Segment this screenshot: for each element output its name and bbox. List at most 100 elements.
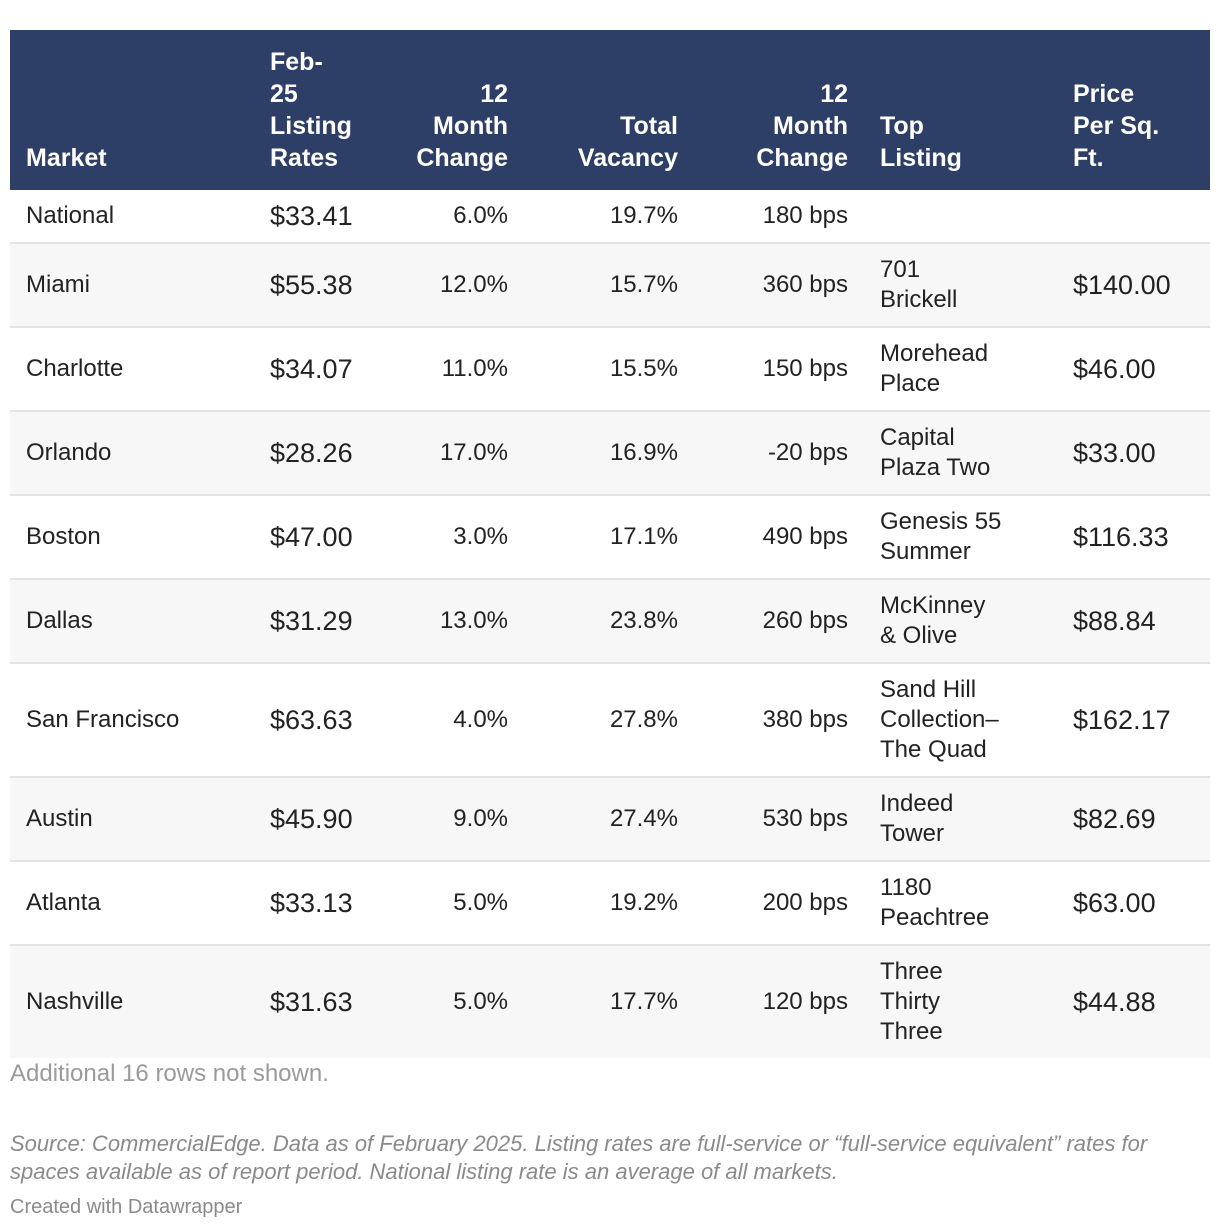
cell-market: Charlotte	[10, 327, 254, 412]
table-row: Orlando $28.26 17.0% 16.9% -20 bps Capital Pla…	[10, 411, 1210, 496]
column-header-line: Total	[620, 112, 678, 140]
cell-listing-rate: $55.38	[254, 243, 394, 328]
cell-top-listing	[864, 190, 1057, 244]
cell-market: Miami	[10, 243, 254, 328]
cell-vacancy-change: 180 bps	[694, 190, 864, 244]
cell-market: Orlando	[10, 411, 254, 496]
cell-price-per-sqft: $162.17	[1057, 663, 1210, 778]
column-header-line: Per Sq.	[1073, 112, 1160, 140]
table-row: National $33.41 6.0% 19.7% 180 bps	[10, 190, 1210, 244]
top-listing-line: & Olive	[880, 622, 958, 649]
column-header-line: Listing	[270, 112, 352, 140]
cell-rate-change: 12.0%	[394, 243, 524, 328]
cell-total-vacancy: 17.7%	[524, 945, 694, 1058]
cell-market: Dallas	[10, 579, 254, 664]
table-row: Nashville $31.63 5.0% 17.7% 120 bps Three Thir…	[10, 945, 1210, 1058]
cell-vacancy-change: 260 bps	[694, 579, 864, 664]
top-listing-line: Peachtree	[880, 904, 990, 931]
column-header-line: Month	[433, 112, 508, 140]
cell-price-per-sqft: $44.88	[1057, 945, 1210, 1058]
top-listing-line: Brickell	[880, 286, 958, 313]
top-listing-line: Collection–	[880, 706, 999, 733]
cell-listing-rate: $33.13	[254, 861, 394, 946]
cell-rate-change: 17.0%	[394, 411, 524, 496]
column-header-rate-change: 12 Month Change	[394, 30, 524, 190]
cell-top-listing: Sand Hill Collection– The Quad	[864, 663, 1057, 778]
column-header-line: Rates	[270, 144, 339, 172]
cell-price-per-sqft: $88.84	[1057, 579, 1210, 664]
top-listing-line: 1180	[880, 874, 932, 901]
cell-rate-change: 11.0%	[394, 327, 524, 412]
cell-top-listing: 1180 Peachtree	[864, 861, 1057, 946]
cell-price-per-sqft: $63.00	[1057, 861, 1210, 946]
table-row: Austin $45.90 9.0% 27.4% 530 bps Indeed Tower $…	[10, 777, 1210, 862]
column-header-line: Vacancy	[577, 144, 678, 172]
top-listing-line: The Quad	[880, 736, 987, 763]
cell-vacancy-change: 490 bps	[694, 495, 864, 580]
top-listing-line: 701	[880, 256, 921, 283]
column-header-line: Month	[773, 112, 848, 140]
cell-market: Boston	[10, 495, 254, 580]
cell-total-vacancy: 17.1%	[524, 495, 694, 580]
cell-total-vacancy: 27.4%	[524, 777, 694, 862]
cell-total-vacancy: 16.9%	[524, 411, 694, 496]
cell-rate-change: 6.0%	[394, 190, 524, 244]
cell-rate-change: 9.0%	[394, 777, 524, 862]
top-listing-line: Thirty	[880, 988, 940, 1015]
cell-vacancy-change: 380 bps	[694, 663, 864, 778]
cell-top-listing: 701 Brickell	[864, 243, 1057, 328]
cell-rate-change: 4.0%	[394, 663, 524, 778]
cell-top-listing: Three Thirty Three	[864, 945, 1057, 1058]
cell-rate-change: 3.0%	[394, 495, 524, 580]
cell-price-per-sqft: $46.00	[1057, 327, 1210, 412]
cell-top-listing: Genesis 55 Summer	[864, 495, 1057, 580]
cell-listing-rate: $28.26	[254, 411, 394, 496]
data-table-container: Market Feb- 25 Listing Rates 12 Month Change Tot…	[10, 30, 1210, 1058]
table-header: Market Feb- 25 Listing Rates 12 Month Change Tot…	[10, 30, 1210, 190]
cell-listing-rate: $31.29	[254, 579, 394, 664]
header-row: Market Feb- 25 Listing Rates 12 Month Change Tot…	[10, 30, 1210, 190]
cell-vacancy-change: -20 bps	[694, 411, 864, 496]
cell-total-vacancy: 15.5%	[524, 327, 694, 412]
cell-rate-change: 13.0%	[394, 579, 524, 664]
top-listing-line: Summer	[880, 538, 971, 565]
top-listing-line: Place	[880, 370, 941, 397]
top-listing-line: Three	[880, 958, 943, 985]
table-row: Miami $55.38 12.0% 15.7% 360 bps 701 Brickell $…	[10, 243, 1210, 328]
cell-rate-change: 5.0%	[394, 861, 524, 946]
cell-vacancy-change: 530 bps	[694, 777, 864, 862]
cell-market: Austin	[10, 777, 254, 862]
column-header-line: Market	[26, 144, 107, 172]
notes-text: Additional 16 rows not shown.	[10, 1060, 329, 1087]
table-row: Dallas $31.29 13.0% 23.8% 260 bps McKinney & O…	[10, 579, 1210, 664]
cell-vacancy-change: 150 bps	[694, 327, 864, 412]
cell-top-listing: Indeed Tower	[864, 777, 1057, 862]
cell-listing-rate: $33.41	[254, 190, 394, 244]
cell-vacancy-change: 360 bps	[694, 243, 864, 328]
top-listing-line: Indeed	[880, 790, 954, 817]
cell-rate-change: 5.0%	[394, 945, 524, 1058]
column-header-line: Price	[1073, 80, 1135, 108]
cell-market: Atlanta	[10, 861, 254, 946]
table-row: Charlotte $34.07 11.0% 15.5% 150 bps Morehead…	[10, 327, 1210, 412]
cell-listing-rate: $31.63	[254, 945, 394, 1058]
column-header-line: Change	[416, 144, 508, 172]
cell-listing-rate: $47.00	[254, 495, 394, 580]
table-body: National $33.41 6.0% 19.7% 180 bps Miami $55.3…	[10, 190, 1210, 1058]
column-header-market: Market	[10, 30, 254, 190]
cell-total-vacancy: 27.8%	[524, 663, 694, 778]
top-listing-line: Sand Hill	[880, 676, 977, 703]
cell-listing-rate: $45.90	[254, 777, 394, 862]
cell-vacancy-change: 200 bps	[694, 861, 864, 946]
column-header-vacancy-change: 12 Month Change	[694, 30, 864, 190]
cell-total-vacancy: 15.7%	[524, 243, 694, 328]
column-header-line: Ft.	[1073, 144, 1104, 172]
column-header-price-per-sqft: Price Per Sq. Ft.	[1057, 30, 1210, 190]
column-header-total-vacancy: Total Vacancy	[524, 30, 694, 190]
column-header-top-listing: Top Listing	[864, 30, 1057, 190]
cell-total-vacancy: 19.7%	[524, 190, 694, 244]
source-note: Source: CommercialEdge. Data as of Febru…	[10, 1131, 1148, 1184]
market-table: Market Feb- 25 Listing Rates 12 Month Change Tot…	[10, 30, 1210, 1058]
top-listing-line: Three	[880, 1018, 943, 1045]
cell-top-listing: Capital Plaza Two	[864, 411, 1057, 496]
